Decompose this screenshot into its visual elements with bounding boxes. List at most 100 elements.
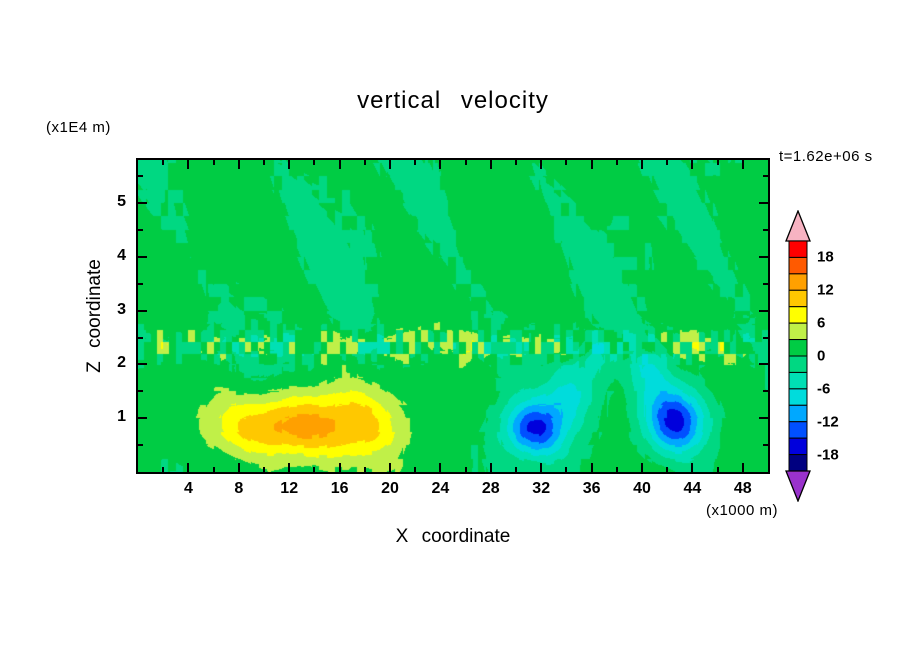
tick-mark [414,160,417,165]
x-tick-label: 48 [733,480,752,497]
tick-mark [389,160,391,169]
tick-mark [138,228,143,231]
tick-mark [759,202,768,205]
colorbar-segment [788,240,808,258]
colorbar-segment [788,289,808,308]
tick-mark [138,417,147,420]
tick-mark [138,255,147,258]
x-tick-label: 8 [234,480,244,497]
tick-mark [313,160,316,165]
tick-mark [138,444,143,447]
colorbar-under-arrow [785,470,811,502]
colorbar-label: 12 [817,281,834,299]
tick-mark [162,160,165,165]
tick-mark [759,363,768,366]
tick-mark [691,160,694,169]
colorbar-label: -6 [817,380,831,398]
colorbar-label: 6 [817,314,826,332]
y-tick-label: 2 [117,354,126,372]
colorbar-segment [788,355,808,373]
colorbar-segment [788,388,808,406]
tick-mark [763,336,768,339]
tick-mark [464,467,467,472]
x-axis-title: X coordinate [395,526,511,547]
tick-mark [590,463,593,472]
tick-mark [759,417,768,420]
tick-mark [716,160,719,165]
tick-mark [759,255,768,258]
tick-mark [763,282,768,285]
tick-mark [237,463,240,472]
tick-mark [414,467,417,472]
tick-mark [138,202,147,205]
x-tick-label: 44 [683,480,702,497]
colorbar-over-arrow [785,210,811,242]
colorbar-segment [788,421,808,439]
tick-mark [489,463,492,472]
tick-mark [212,160,215,165]
colorbar-label: 0 [817,347,826,365]
x-axis-unit-label: (x1000 m) [705,502,778,519]
tick-mark [763,175,768,178]
tick-mark [313,467,316,472]
tick-mark [263,467,265,472]
x-tick-label: 40 [633,480,651,497]
tick-mark [590,160,593,169]
tick-mark [138,336,143,339]
tick-mark [439,160,442,169]
tick-mark [138,282,143,285]
tick-mark [338,160,341,169]
tick-mark [439,463,442,472]
tick-mark [666,467,669,472]
colorbar-label: -12 [817,413,839,431]
tick-mark [540,463,543,472]
colorbar-segment [788,339,808,357]
tick-mark [763,444,768,447]
x-tick-label: 20 [381,480,399,497]
tick-mark [540,160,543,169]
colorbar-segment [788,437,808,456]
tick-mark [615,160,618,165]
tick-mark [237,160,240,169]
y-tick-label: 3 [117,300,126,318]
timestamp-label: t=1.62e+06 s [779,148,873,165]
tick-mark [389,463,391,472]
tick-mark [565,160,568,165]
x-tick-label: 28 [481,480,500,497]
tick-mark [565,467,568,472]
x-tick-label: 36 [582,480,601,497]
tick-mark [187,463,190,472]
x-tick-label: 12 [280,480,299,497]
tick-mark [763,228,768,231]
contour-field-canvas [138,160,768,472]
colorbar-segment [788,322,808,341]
colorbar-segment [788,454,808,472]
tick-mark [162,467,165,472]
tick-mark [338,463,341,472]
tick-mark [363,160,366,165]
tick-mark [288,463,291,472]
tick-mark [489,160,492,169]
tick-mark [212,467,215,472]
tick-mark [691,463,694,472]
tick-mark [138,175,143,178]
colorbar-segment [788,256,808,275]
tick-mark [666,160,669,165]
y-axis-unit-label: (x1E4 m) [46,119,111,136]
tick-mark [716,467,719,472]
y-tick-label: 1 [117,408,126,426]
tick-mark [515,160,517,165]
tick-mark [641,463,643,472]
colorbar-label: -18 [817,446,839,464]
colorbar-segment [788,404,808,423]
colorbar-segment [788,371,808,390]
tick-mark [615,467,618,472]
tick-mark [138,390,143,393]
colorbar-segment [788,306,808,324]
x-tick-label: 32 [532,480,551,497]
tick-mark [759,309,768,312]
y-tick-label: 4 [117,246,126,264]
tick-mark [741,160,744,169]
tick-mark [464,160,467,165]
tick-mark [641,160,643,169]
